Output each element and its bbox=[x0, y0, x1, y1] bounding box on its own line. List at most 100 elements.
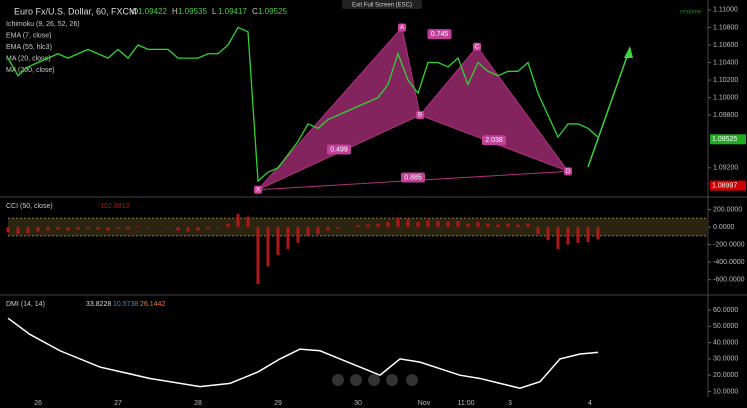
cci-bar bbox=[56, 227, 60, 230]
control[interactable] bbox=[368, 374, 380, 386]
exit-label: Exit Full Screen (ESC) bbox=[352, 3, 412, 9]
cci-bar bbox=[306, 227, 310, 236]
indicator: Ichimoku (9, 26, 52, 26) bbox=[6, 21, 80, 28]
cci-bar bbox=[256, 227, 260, 285]
ohlc-label: L bbox=[212, 7, 217, 16]
x-tick-label: Nov bbox=[418, 400, 431, 407]
price-tag-label: 1.08997 bbox=[712, 182, 737, 189]
control[interactable] bbox=[406, 374, 418, 386]
status: realtime bbox=[680, 10, 702, 16]
y-tick-label: 1.09200 bbox=[713, 165, 738, 172]
cci-bar bbox=[326, 227, 330, 231]
cci-bar bbox=[486, 223, 490, 228]
y-tick-label: -400.0000 bbox=[713, 259, 745, 266]
cci-bar bbox=[576, 227, 580, 243]
y-tick-label: 1.10600 bbox=[713, 42, 738, 49]
cci-bar bbox=[496, 224, 500, 228]
x-tick-label: 29 bbox=[274, 400, 282, 407]
cci-bar bbox=[366, 224, 370, 228]
cci-bar bbox=[76, 227, 80, 230]
cci-bar bbox=[206, 227, 210, 229]
exit-button[interactable] bbox=[342, 0, 422, 9]
x-tick-label: 30 bbox=[354, 400, 362, 407]
control[interactable] bbox=[332, 374, 344, 386]
arrow-head bbox=[624, 46, 633, 58]
pattern-point bbox=[254, 185, 262, 194]
ratio-label: 0.885 bbox=[404, 174, 422, 181]
y-tick-label: 1.10200 bbox=[713, 77, 738, 84]
y-tick-label: 1.10400 bbox=[713, 59, 738, 66]
pattern-point bbox=[473, 42, 481, 51]
y-tick-label: -600.0000 bbox=[713, 277, 745, 284]
y-tick-label: 50.0000 bbox=[713, 323, 738, 330]
indicator: EMA (7, close) bbox=[6, 32, 52, 39]
cci-bar bbox=[96, 227, 100, 230]
panel-value: -102.6813 bbox=[98, 203, 130, 210]
cci-bar bbox=[6, 227, 10, 233]
ohlc-label: O bbox=[132, 7, 138, 16]
y-tick-label: 20.0000 bbox=[713, 372, 738, 379]
cci-bar bbox=[596, 227, 600, 240]
readout: 10.5738 bbox=[113, 301, 138, 308]
price-tag bbox=[710, 180, 746, 191]
cci-bar bbox=[126, 227, 130, 230]
pattern-label: A bbox=[400, 25, 404, 31]
arrow bbox=[587, 47, 631, 168]
cci-bar bbox=[66, 227, 70, 231]
y-tick-label: 10.0000 bbox=[713, 388, 738, 395]
ohlc-value: 1.09525 bbox=[258, 7, 287, 16]
cci-bar bbox=[476, 221, 480, 228]
price-tag bbox=[710, 134, 746, 145]
ratio-label: 2.038 bbox=[485, 137, 503, 144]
x-tick-label: 4 bbox=[588, 400, 592, 407]
ratio-label: 0.745 bbox=[431, 31, 449, 38]
cci-bar bbox=[566, 227, 570, 245]
x-tick-label: 3 bbox=[508, 400, 512, 407]
cci-bar bbox=[426, 220, 430, 228]
cci-bar bbox=[276, 227, 280, 256]
cci-bar bbox=[16, 227, 20, 235]
cci-bar bbox=[406, 219, 410, 228]
ratio-box bbox=[401, 172, 425, 183]
cci-bar bbox=[316, 227, 320, 235]
indicator: EMA (55, hlc3) bbox=[6, 44, 52, 51]
cci-bar bbox=[86, 227, 90, 229]
dmi-line bbox=[7, 317, 599, 390]
y-tick-label: 200.0000 bbox=[713, 206, 742, 213]
ratio-label: 0.499 bbox=[330, 146, 348, 153]
readout: 33.8228 bbox=[86, 301, 111, 308]
cci-bar bbox=[386, 221, 390, 228]
cci-bar bbox=[46, 227, 50, 231]
panel-title: DMI (14, 14) bbox=[6, 301, 45, 308]
cci-bar bbox=[26, 227, 30, 234]
ohlc-value: 1.09417 bbox=[218, 7, 247, 16]
control[interactable] bbox=[386, 374, 398, 386]
cci-bar bbox=[516, 224, 520, 228]
cci-bar bbox=[526, 223, 530, 228]
y-tick-label: 0.0000 bbox=[713, 224, 735, 231]
cci-bar bbox=[416, 221, 420, 228]
y-tick-label: 1.09800 bbox=[713, 112, 738, 119]
price-tag-label: 1.09525 bbox=[712, 136, 737, 143]
y-tick-label: 1.10000 bbox=[713, 94, 738, 101]
pattern-point bbox=[564, 167, 572, 176]
cci-bar bbox=[506, 223, 510, 228]
ohlc-value: 1.09535 bbox=[178, 7, 207, 16]
pattern-label: X bbox=[256, 187, 260, 193]
y-tick-label: 1.10800 bbox=[713, 24, 738, 31]
control[interactable] bbox=[350, 374, 362, 386]
cci-bar bbox=[286, 227, 290, 250]
indicator: MA (20, close) bbox=[6, 55, 51, 62]
cci-bar bbox=[116, 227, 120, 229]
cci-bar bbox=[556, 227, 560, 250]
ratio-box bbox=[327, 144, 351, 155]
x-tick-label: 27 bbox=[114, 400, 122, 407]
cci-bar bbox=[586, 227, 590, 242]
playback-controls bbox=[332, 374, 418, 386]
x-tick-label: 11:00 bbox=[458, 400, 475, 407]
cci-bar bbox=[266, 227, 270, 267]
cci-bar bbox=[446, 221, 450, 228]
indicator: MA (200, close) bbox=[6, 67, 55, 74]
x-tick-label: 28 bbox=[194, 400, 202, 407]
